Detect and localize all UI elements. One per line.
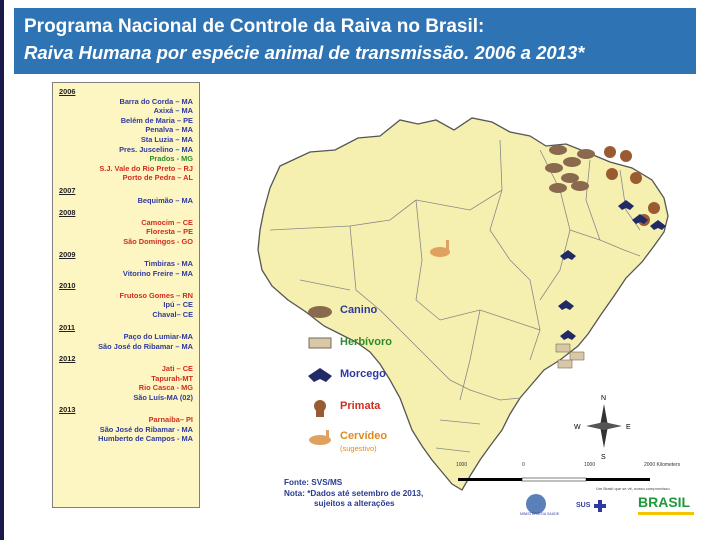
legend-herbivoro: Herbívoro	[306, 334, 392, 354]
city-entry: Pres. Juscelino – MA	[119, 144, 193, 154]
title-banner: Programa Nacional de Controle da Raiva n…	[14, 8, 696, 74]
city-entry: Sta Luzia – MA	[140, 134, 193, 144]
city-entry: Ipú – CE	[163, 300, 193, 310]
state-borders	[269, 139, 641, 453]
ms-logo-text: MINISTÉRIO DA SAÚDE	[520, 512, 560, 516]
city-entry: São Domingos - GO	[123, 236, 193, 246]
ministerio-saude-logo	[526, 494, 546, 514]
year-heading: 2013	[59, 405, 76, 415]
scale-label-0: 1000	[456, 462, 468, 468]
legend-cervideo: Cervídeo (sugestivo)	[306, 428, 387, 453]
year-heading: 2007	[59, 185, 76, 195]
city-entry: Camocim – CE	[141, 217, 193, 227]
city-entry: Frutoso Gomes – RN	[119, 290, 193, 300]
city-entry: Vitorino Freire – MA	[122, 268, 193, 278]
source-line-1: Fonte: SVS/MS	[284, 478, 343, 487]
logo-strip: Um Brasil que se vê, nosso compromisso. …	[520, 484, 696, 520]
year-heading: 2011	[59, 322, 76, 332]
year-heading: 2010	[59, 281, 76, 291]
cow-markers	[555, 343, 585, 369]
city-entry: Barra do Corda – MA	[119, 96, 193, 106]
legend-morcego: Morcego	[306, 366, 386, 386]
year-heading: 2009	[59, 249, 76, 259]
city-entry: Axixá – MA	[153, 106, 193, 116]
city-entry: Porto de Pedra – AL	[122, 173, 193, 183]
city-entry: Tapurah-MT	[151, 373, 193, 383]
scale-label-3: 2000 Kilometers	[644, 462, 681, 468]
year-heading: 2008	[59, 208, 76, 218]
brasil-logo-text: BRASIL	[638, 494, 691, 510]
source-note: Fonte: SVS/MS Nota: *Dados até setembro …	[284, 478, 423, 510]
city-entry: Floresta – PE	[146, 227, 193, 237]
compass-rose: N S E W	[574, 395, 631, 461]
compass-s: S	[601, 454, 606, 461]
city-entry: Jati – CE	[161, 364, 193, 374]
city-entry: Belém de Maria – PE	[120, 115, 193, 125]
city-entry: Humberto de Campos - MA	[98, 434, 193, 444]
slide-subtitle: Raiva Humana por espécie animal de trans…	[24, 42, 585, 63]
compass-n: N	[601, 395, 606, 402]
year-heading: 2012	[59, 354, 76, 364]
dog-markers	[545, 145, 595, 193]
monkey-icon	[314, 400, 326, 417]
cases-list-panel: 2006 Barra do Corda – MA Axixá – MA Belém d…	[52, 82, 200, 508]
scale-label-1: 0	[522, 462, 525, 468]
source-line-2: Nota: *Dados até setembro de 2013,	[284, 488, 424, 498]
plus-icon	[594, 500, 606, 512]
dog-icon	[308, 306, 332, 318]
legend-primata: Primata	[306, 398, 380, 418]
cow-icon	[308, 337, 332, 349]
sus-logo-text: SUS	[576, 502, 591, 509]
city-entry: São Luís-MA (02)	[133, 392, 193, 402]
city-entry: Prados - MG	[149, 154, 193, 164]
city-entry: Paço do Lumiar-MA	[123, 332, 193, 342]
city-entry: Parnaíba– PI	[148, 415, 193, 424]
slogan-text: Um Brasil que se vê, nosso compromisso.	[596, 486, 671, 491]
legend-note: (sugestivo)	[340, 444, 377, 453]
year-heading: 2006	[59, 87, 76, 96]
city-entry: São José do Ribamar – MA	[98, 341, 193, 351]
city-entry: São José do Ribamar - MA	[99, 424, 193, 434]
scale-label-2: 1000	[584, 462, 596, 468]
monkey-markers	[604, 146, 660, 226]
compass-e: E	[626, 424, 631, 431]
slide-left-edge	[0, 0, 4, 540]
city-entry: Penalva – MA	[145, 125, 193, 135]
city-entry: Bequimão – MA	[137, 195, 193, 205]
compass-w: W	[574, 424, 581, 431]
city-entry: Timbiras - MA	[144, 259, 193, 269]
deer-marker	[430, 240, 450, 257]
city-entry: Rio Casca - MG	[138, 383, 193, 393]
deer-icon	[309, 430, 331, 445]
city-entry: Chaval– CE	[152, 310, 193, 320]
bat-markers	[558, 200, 666, 340]
brazil-map: N S E W	[240, 80, 692, 502]
bat-icon	[308, 368, 332, 382]
city-entry: S.J. Vale do Rio Preto – RJ	[99, 163, 193, 173]
source-line-3: sujeitos a alterações	[314, 499, 395, 509]
legend-canino: Canino	[306, 302, 377, 322]
slide-title: Programa Nacional de Controle da Raiva n…	[24, 16, 485, 37]
brasil-logo-stripe	[638, 512, 694, 515]
scale-bar	[458, 477, 650, 482]
